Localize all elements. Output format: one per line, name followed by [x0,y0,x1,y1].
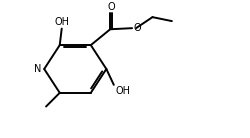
Text: N: N [34,64,42,74]
Text: OH: OH [115,86,130,96]
Text: OH: OH [54,17,69,27]
Text: O: O [107,2,115,12]
Text: O: O [133,23,141,33]
